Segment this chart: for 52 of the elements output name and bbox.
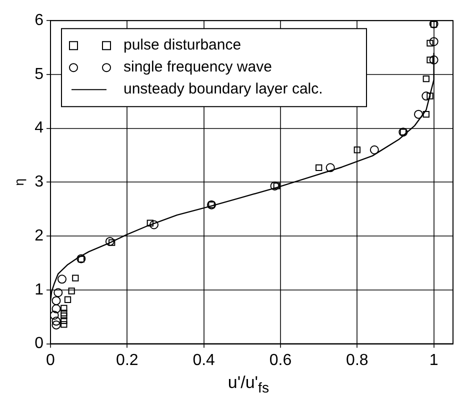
y-tick-label: 2 <box>34 227 44 244</box>
x-axis-title: u'/u'$_{fs}$ <box>226 373 270 396</box>
point <box>422 75 430 82</box>
point <box>422 111 430 118</box>
x-tick-label: 0.6 <box>269 352 292 369</box>
point <box>426 40 434 47</box>
point <box>429 55 438 64</box>
y-tick-label: 5 <box>34 66 44 83</box>
point <box>52 296 61 306</box>
y-tick-label: 1 <box>34 281 44 298</box>
point <box>273 182 280 190</box>
x-tick-label: 0 <box>46 352 56 369</box>
legend-label: single frequency wave <box>124 58 272 76</box>
point <box>422 92 431 101</box>
legend-label: unsteady boundary layer calc. <box>124 80 323 98</box>
x-tick-label: 0.4 <box>192 352 216 369</box>
point <box>72 274 79 282</box>
x-tick-label: 0.8 <box>346 352 368 369</box>
y-tick-label: 3 <box>34 174 44 191</box>
point <box>58 274 66 284</box>
x-tick-label: 0.2 <box>116 352 138 369</box>
point <box>60 310 68 316</box>
point <box>354 146 360 154</box>
point <box>50 310 59 320</box>
point <box>316 164 322 171</box>
point <box>429 37 438 46</box>
y-tick-label: 6 <box>34 12 44 30</box>
point <box>60 321 68 328</box>
point <box>52 320 61 330</box>
point <box>64 296 72 303</box>
point <box>326 163 335 172</box>
y-axis-title: η <box>11 178 26 186</box>
point <box>414 110 423 119</box>
point <box>426 92 434 100</box>
point <box>150 220 158 230</box>
point <box>52 316 61 326</box>
point <box>60 312 68 320</box>
y-tick-label: 0 <box>34 335 44 352</box>
point <box>270 181 280 190</box>
point <box>370 145 379 154</box>
legend-label: pulse disturbance <box>124 36 242 54</box>
point <box>54 288 63 298</box>
point <box>52 304 61 314</box>
point <box>146 220 154 226</box>
point <box>108 239 116 246</box>
y-tick-label: 4 <box>34 120 44 137</box>
point <box>426 56 434 64</box>
point <box>105 236 114 246</box>
point <box>60 304 68 312</box>
point <box>60 317 68 324</box>
x-tick-label: 1 <box>429 352 438 369</box>
point <box>68 288 75 294</box>
